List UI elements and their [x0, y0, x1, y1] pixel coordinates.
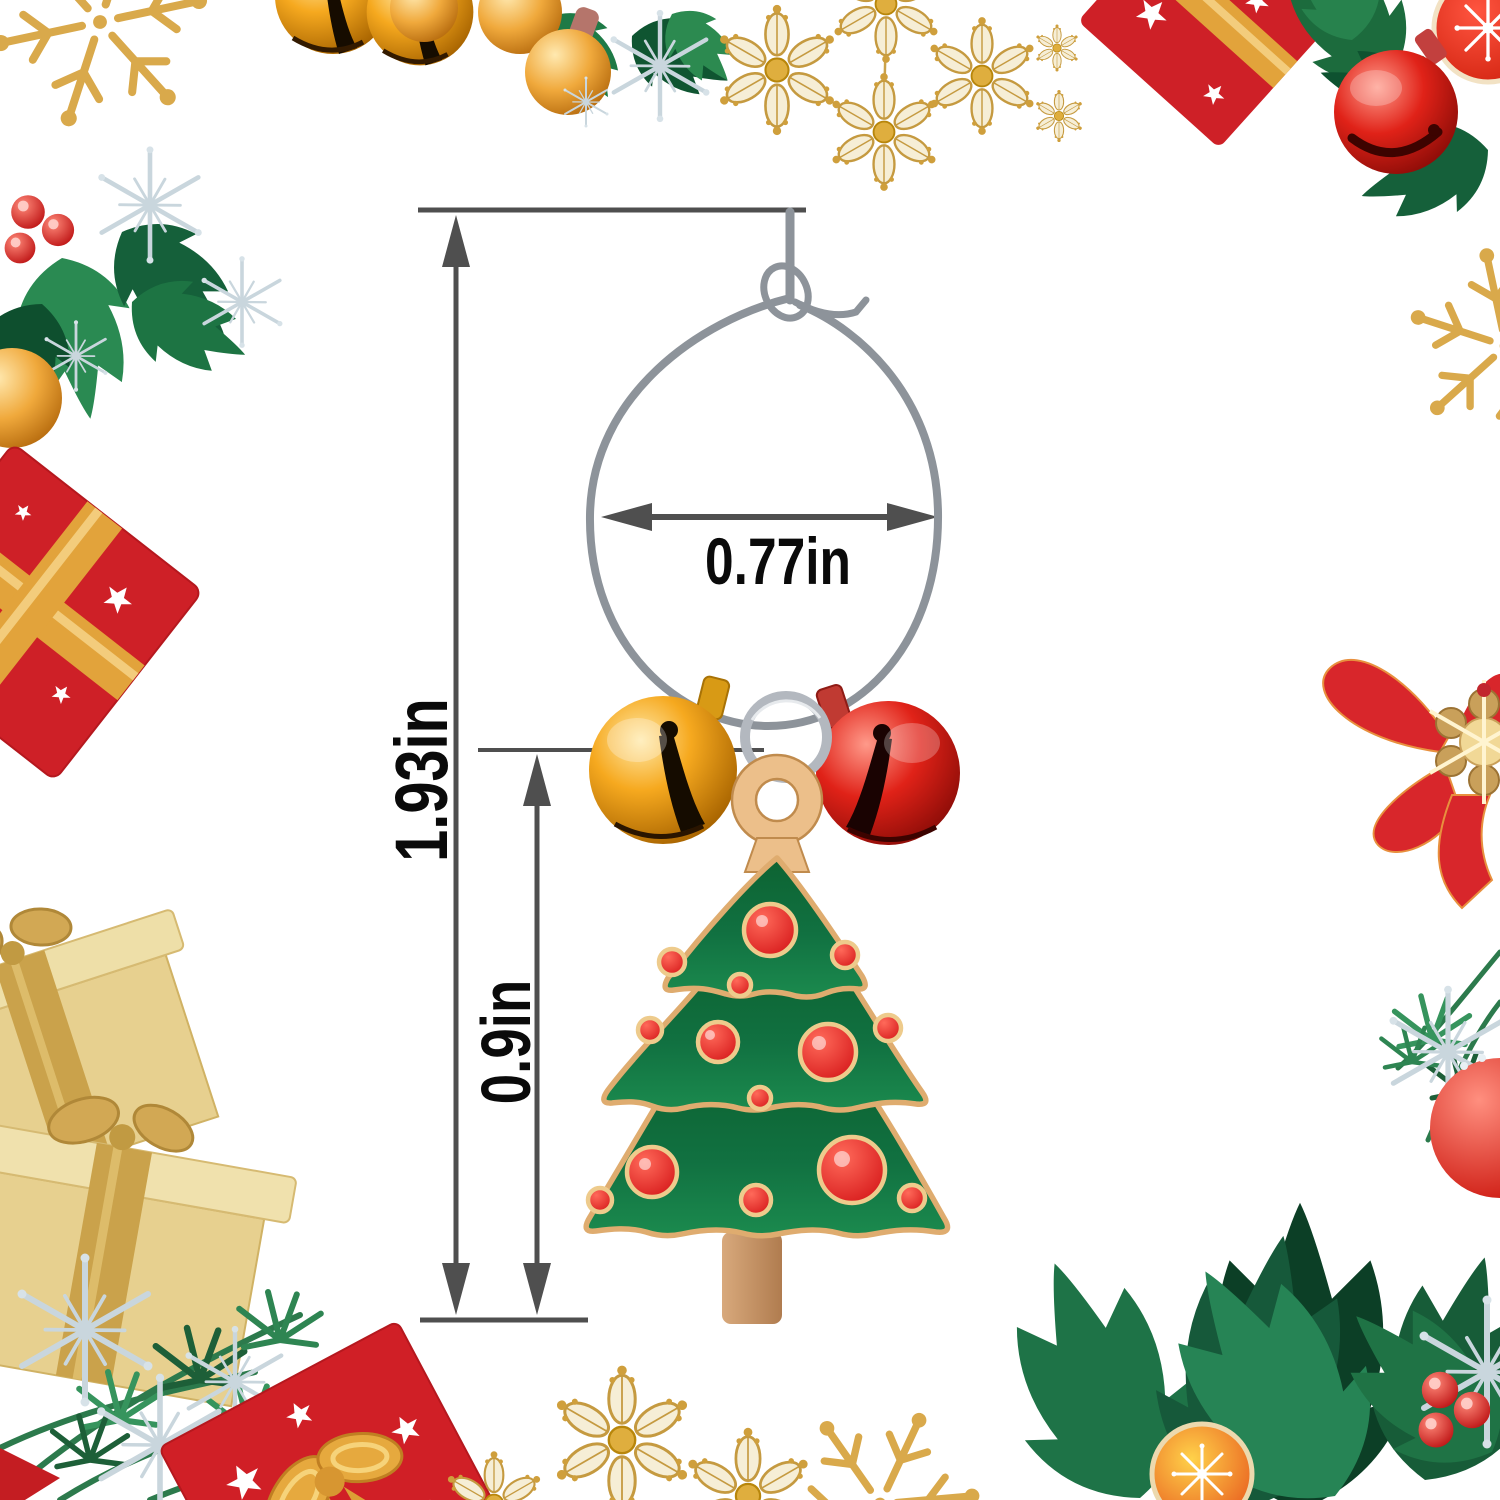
red-gift-box-left: [0, 446, 200, 778]
total-height-arrow: [442, 215, 470, 1315]
gold-filigree-snowflakes-bottom: [444, 1366, 813, 1500]
pine-frost-bottom-left: [0, 1254, 373, 1500]
red-jingle-bell-top-right: [1334, 28, 1458, 174]
holly-garland-bottom-right: [971, 1202, 1500, 1500]
holly-berries-top-left: [0, 146, 285, 448]
orange-disc-ornament-icon: [1149, 1421, 1255, 1500]
pine-red-ball-right: [1381, 949, 1500, 1198]
red-gift-box-top: [1081, 0, 1343, 145]
gold-gift-boxes-bottom-left: [0, 907, 297, 1408]
red-disc-ornament-icon: [1431, 0, 1500, 85]
gold-wire-snowflake-top-left: [0, 0, 235, 159]
ring-diameter-label: 0.77in: [705, 524, 851, 599]
ring-diameter-arrow: [601, 503, 938, 531]
silver-hoop-ring: [585, 207, 943, 731]
red-jingle-bell: [815, 684, 960, 845]
gold-bauble-icon: [390, 0, 458, 42]
gold-bauble-icon: [0, 348, 62, 448]
gold-bell-icon: [275, 0, 391, 54]
gold-baubles-holly-top: [390, 0, 751, 129]
gold-jingle-bell: [589, 675, 737, 844]
gold-filigree-snowflakes-top: [715, 0, 1084, 191]
wine-glass-charm: [583, 207, 960, 1324]
charm-height-arrow: [523, 754, 551, 1315]
total-height-label: 1.93in: [381, 698, 464, 862]
charm-height-label: 0.9in: [468, 980, 546, 1104]
red-gift-box-bottom-left: [160, 1322, 504, 1500]
gold-medallion-icon: [1429, 680, 1500, 804]
gold-bauble-icon: [525, 29, 611, 115]
red-bow-gold-medallion-right: [1322, 658, 1500, 910]
gold-charm-loop: [730, 753, 824, 873]
christmas-tree-charm: [583, 753, 951, 1324]
gold-wire-snowflake-right: [1390, 228, 1500, 463]
red-ball-ornament-icon: [1430, 1058, 1500, 1198]
holly-disc-ornament-top-right: [1257, 0, 1500, 241]
dimension-lines: [418, 207, 938, 1323]
copper-trunk: [722, 1232, 782, 1324]
